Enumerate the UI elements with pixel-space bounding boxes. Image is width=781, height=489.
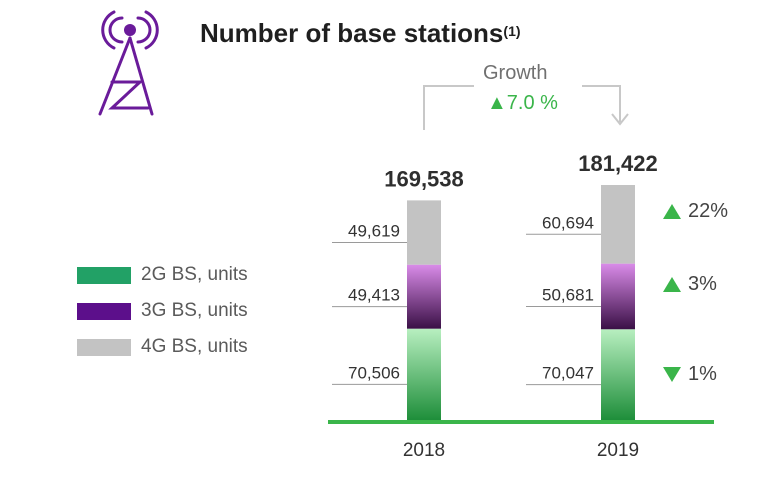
change-label-2g: 1% <box>688 363 717 385</box>
bar-4g-2018 <box>407 200 441 265</box>
bar-2g-2019 <box>601 329 635 420</box>
value-label-2g-2018: 70,506 <box>348 363 400 382</box>
triangle-up-icon: ▲ <box>487 92 507 114</box>
chart-title: Number of base stations(1) <box>200 16 521 50</box>
bar-3g-2018 <box>407 264 441 329</box>
growth-value-text: 7.0 % <box>506 92 558 114</box>
legend-swatch-3g <box>77 302 131 320</box>
triangle-up-icon-4g <box>663 204 681 219</box>
legend: 2G BS, units 3G BS, units 4G BS, units <box>77 262 248 360</box>
total-label-2019: 181,422 <box>578 151 658 176</box>
legend-item-4g: 4G BS, units <box>77 334 248 360</box>
change-label-3g: 3% <box>688 273 717 295</box>
arrow-down-icon <box>611 113 629 126</box>
legend-label-2g: 2G BS, units <box>141 264 248 285</box>
legend-item-2g: 2G BS, units <box>77 262 248 288</box>
value-label-4g-2019: 60,694 <box>542 213 594 232</box>
x-tick-label-2019: 2019 <box>597 440 639 461</box>
value-label-2g-2019: 70,047 <box>542 364 594 383</box>
value-label-4g-2018: 49,619 <box>348 222 400 241</box>
legend-item-3g: 3G BS, units <box>77 298 248 324</box>
triangle-up-icon-3g <box>663 277 681 292</box>
value-label-3g-2018: 49,413 <box>348 286 400 305</box>
growth-bracket-left <box>423 85 474 130</box>
legend-label-3g: 3G BS, units <box>141 300 248 321</box>
bar-4g-2019 <box>601 185 635 264</box>
title-footnote: (1) <box>503 23 521 39</box>
tower-icon <box>98 10 159 116</box>
value-label-3g-2019: 50,681 <box>542 285 594 304</box>
growth-value: ▲7.0 % <box>487 92 558 115</box>
bar-2g-2018 <box>407 328 441 420</box>
growth-bracket-right <box>582 85 621 122</box>
legend-label-4g: 4G BS, units <box>141 336 248 357</box>
title-text: Number of base stations <box>200 18 504 48</box>
growth-label: Growth <box>483 62 548 84</box>
triangle-down-icon-2g <box>663 367 681 382</box>
bar-3g-2019 <box>601 263 635 330</box>
legend-swatch-4g <box>77 338 131 356</box>
x-tick-label-2018: 2018 <box>403 440 445 461</box>
change-label-4g: 22% <box>688 200 728 222</box>
total-label-2018: 169,538 <box>384 166 464 191</box>
legend-swatch-2g <box>77 266 131 284</box>
